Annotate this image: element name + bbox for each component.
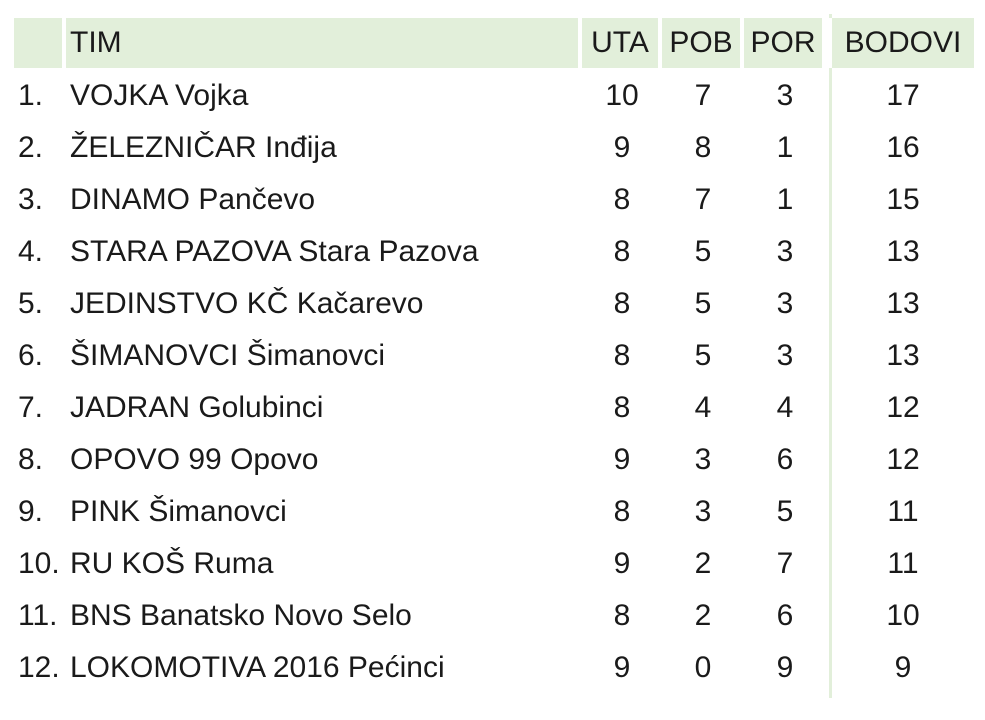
losses-cell: 1	[776, 183, 794, 216]
points-column-divider	[829, 14, 832, 698]
played-cell: 8	[613, 391, 631, 424]
wins-cell: 8	[694, 131, 712, 164]
played-cell: 9	[613, 443, 631, 476]
wins-cell: 5	[694, 339, 712, 372]
rank-cell: 4.	[18, 235, 44, 268]
points-cell: 12	[886, 443, 920, 476]
losses-cell: 3	[776, 235, 794, 268]
losses-cell: 3	[776, 79, 794, 112]
rank-cell: 3.	[18, 183, 44, 216]
standings-table: TIM UTA POB POR BODOVI 1. VOJKA Vojka 10 7 3…	[14, 18, 974, 694]
wins-cell: 2	[694, 599, 712, 632]
header-separator	[826, 18, 832, 68]
team-name-cell: JEDINSTVO KČ Kačarevo	[70, 287, 424, 320]
header-points: BODOVI	[832, 18, 974, 68]
header-team: TIM	[66, 18, 582, 68]
points-cell: 13	[886, 235, 920, 268]
rank-cell: 1.	[18, 79, 44, 112]
team-name-cell: STARA PAZOVA Stara Pazova	[70, 235, 479, 268]
played-cell: 8	[613, 599, 631, 632]
header-losses: POR	[744, 18, 826, 68]
losses-cell: 1	[776, 131, 794, 164]
header-played: UTA	[582, 18, 662, 68]
wins-cell: 4	[694, 391, 712, 424]
header-rank	[14, 18, 66, 68]
points-cell: 16	[886, 131, 920, 164]
rank-cell: 9.	[18, 495, 44, 528]
played-cell: 9	[613, 547, 631, 580]
rank-cell: 10.	[18, 547, 60, 580]
points-cell: 10	[886, 599, 920, 632]
losses-cell: 4	[776, 391, 794, 424]
played-cell: 8	[613, 339, 631, 372]
team-name-cell: ŠIMANOVCI Šimanovci	[70, 339, 386, 372]
rank-cell: 12.	[18, 651, 60, 684]
team-name-cell: PINK Šimanovci	[70, 495, 287, 528]
team-name-cell: JADRAN Golubinci	[70, 391, 324, 424]
wins-cell: 3	[694, 443, 712, 476]
table-row: 12. LOKOMOTIVA 2016 Pećinci 9 0 9 9	[14, 642, 974, 694]
losses-cell: 3	[776, 287, 794, 320]
losses-cell: 6	[776, 443, 794, 476]
team-name-cell: DINAMO Pančevo	[70, 183, 316, 216]
points-cell: 17	[886, 79, 920, 112]
points-cell: 12	[886, 391, 920, 424]
losses-cell: 9	[776, 651, 794, 684]
table-row: 7. JADRAN Golubinci 8 4 4 12	[14, 382, 974, 434]
team-name-cell: VOJKA Vojka	[70, 79, 249, 112]
points-cell: 13	[886, 287, 920, 320]
played-cell: 9	[613, 651, 631, 684]
wins-cell: 3	[694, 495, 712, 528]
points-cell: 11	[887, 547, 919, 580]
table-row: 11. BNS Banatsko Novo Selo 8 2 6 10	[14, 590, 974, 642]
table-row: 1. VOJKA Vojka 10 7 3 17	[14, 70, 974, 122]
team-name-cell: BNS Banatsko Novo Selo	[70, 599, 412, 632]
losses-cell: 7	[776, 547, 794, 580]
rank-cell: 8.	[18, 443, 44, 476]
table-row: 9. PINK Šimanovci 8 3 5 11	[14, 486, 974, 538]
wins-cell: 2	[694, 547, 712, 580]
team-name-cell: OPOVO 99 Opovo	[70, 443, 319, 476]
losses-cell: 3	[776, 339, 794, 372]
rank-cell: 6.	[18, 339, 44, 372]
team-name-cell: RU KOŠ Ruma	[70, 547, 274, 580]
header-wins: POB	[662, 18, 744, 68]
points-cell: 9	[894, 651, 912, 684]
played-cell: 10	[605, 79, 639, 112]
wins-cell: 0	[694, 651, 712, 684]
rank-cell: 11.	[18, 599, 58, 632]
team-name-cell: ŽELEZNIČAR Inđija	[70, 131, 337, 164]
wins-cell: 5	[694, 235, 712, 268]
rank-cell: 2.	[18, 131, 44, 164]
played-cell: 8	[613, 287, 631, 320]
losses-cell: 6	[776, 599, 794, 632]
table-row: 2. ŽELEZNIČAR Inđija 9 8 1 16	[14, 122, 974, 174]
rank-cell: 5.	[18, 287, 44, 320]
wins-cell: 7	[694, 79, 712, 112]
wins-cell: 7	[694, 183, 712, 216]
table-header-row: TIM UTA POB POR BODOVI	[14, 18, 974, 68]
points-cell: 13	[886, 339, 920, 372]
table-row: 5. JEDINSTVO KČ Kačarevo 8 5 3 13	[14, 278, 974, 330]
table-row: 8. OPOVO 99 Opovo 9 3 6 12	[14, 434, 974, 486]
played-cell: 9	[613, 131, 631, 164]
team-name-cell: LOKOMOTIVA 2016 Pećinci	[70, 651, 445, 684]
played-cell: 8	[613, 235, 631, 268]
played-cell: 8	[613, 495, 631, 528]
table-row: 10. RU KOŠ Ruma 9 2 7 11	[14, 538, 974, 590]
table-row: 4. STARA PAZOVA Stara Pazova 8 5 3 13	[14, 226, 974, 278]
table-row: 3. DINAMO Pančevo 8 7 1 15	[14, 174, 974, 226]
losses-cell: 5	[776, 495, 794, 528]
table-row: 6. ŠIMANOVCI Šimanovci 8 5 3 13	[14, 330, 974, 382]
points-cell: 11	[887, 495, 919, 528]
wins-cell: 5	[694, 287, 712, 320]
played-cell: 8	[613, 183, 631, 216]
rank-cell: 7.	[18, 391, 44, 424]
points-cell: 15	[886, 183, 920, 216]
